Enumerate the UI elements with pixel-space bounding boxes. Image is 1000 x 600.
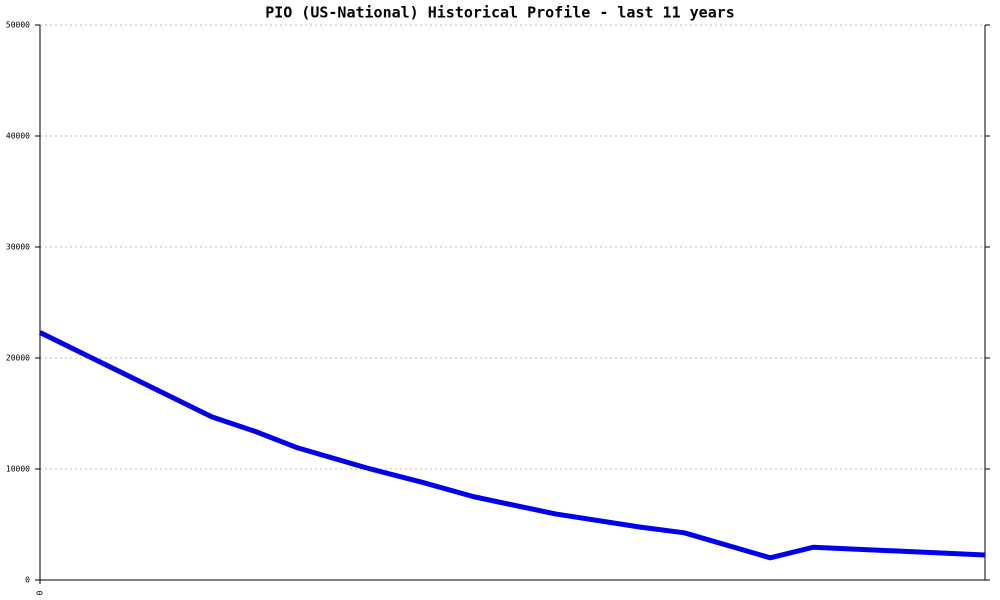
y-tick-label: 50000	[6, 21, 30, 30]
y-tick-label: 30000	[6, 243, 30, 252]
y-tick-label: 40000	[6, 132, 30, 141]
y-tick-label: 20000	[6, 354, 30, 363]
chart-title: PIO (US-National) Historical Profile - l…	[265, 4, 735, 22]
y-tick-label: 10000	[6, 465, 30, 474]
y-tick-label: 0	[25, 576, 30, 585]
x-tick-label: 0	[36, 590, 45, 595]
data-line	[38, 330, 986, 561]
